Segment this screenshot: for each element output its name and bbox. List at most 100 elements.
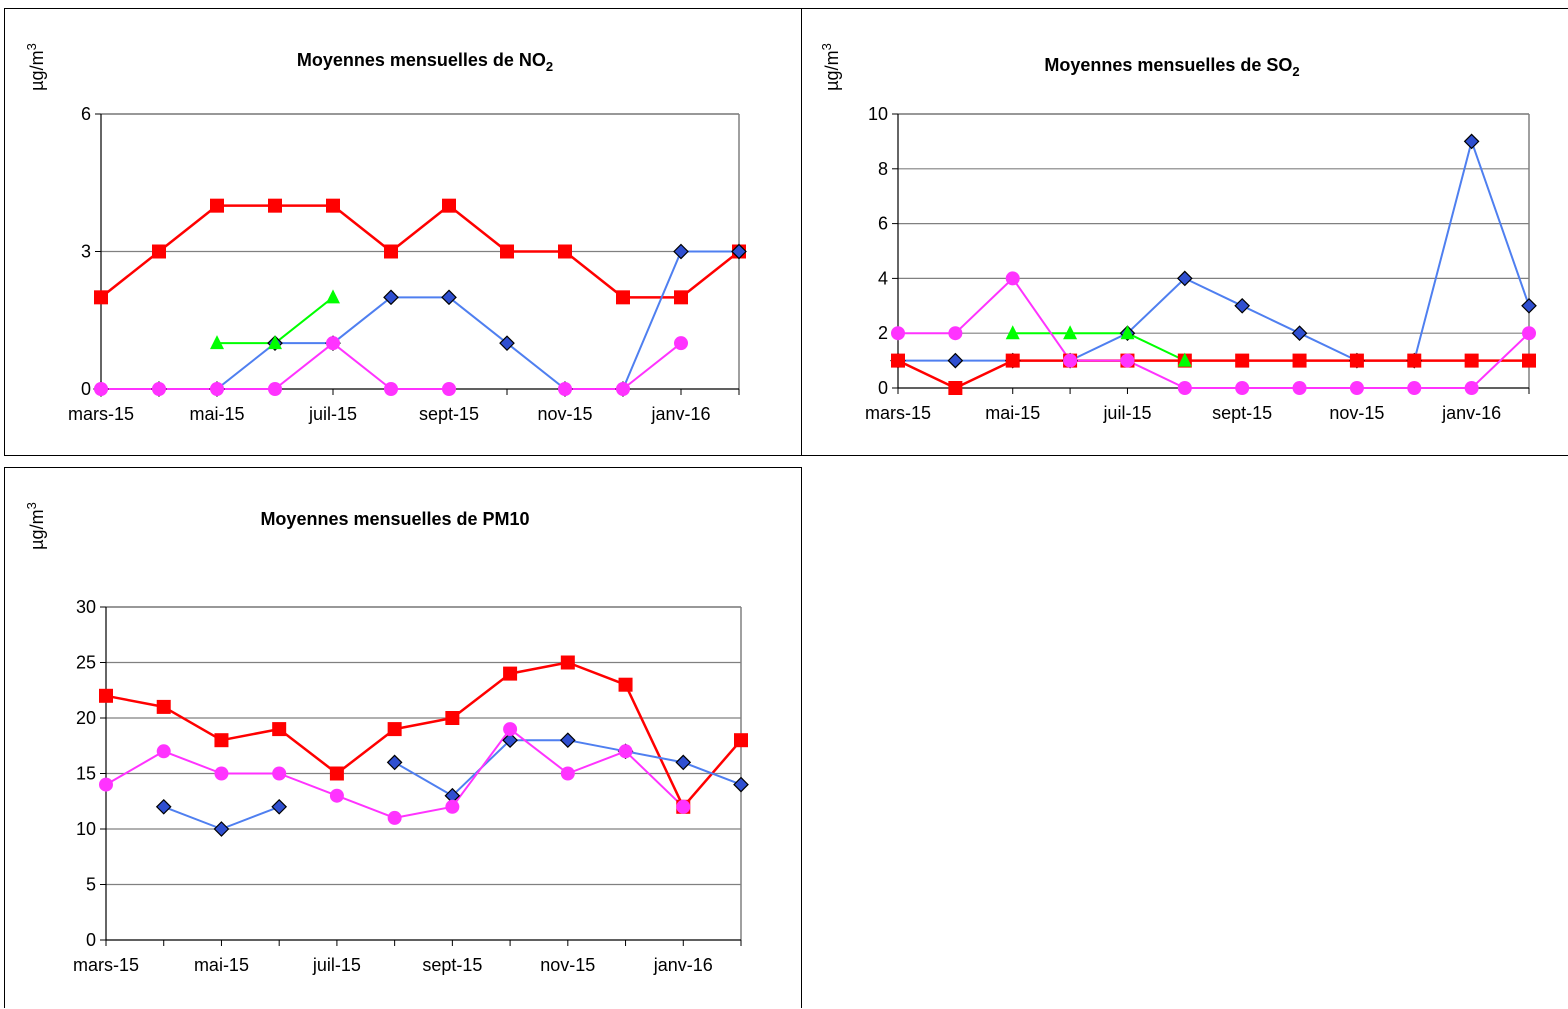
data-point-diamond <box>731 243 747 260</box>
y-tick-label: 25 <box>76 653 96 673</box>
series-line <box>100 204 740 299</box>
data-point-square <box>503 666 518 681</box>
data-point-circle <box>94 382 108 396</box>
data-point-circle <box>891 326 905 341</box>
data-point-square <box>156 699 171 714</box>
data-point-square <box>445 711 460 725</box>
y-tick-label: 0 <box>878 378 888 398</box>
data-point-circle <box>1120 353 1135 368</box>
data-point-circle <box>387 810 402 825</box>
data-point-square <box>616 290 630 305</box>
x-tick-label: mars-15 <box>865 403 931 423</box>
series-red-pm10 <box>105 661 742 809</box>
series-red-so2 <box>897 359 1529 390</box>
data-point-diamond <box>1291 325 1308 342</box>
data-point-square <box>558 244 572 259</box>
x-tick-label: sept-15 <box>419 404 479 424</box>
y-tick-label: 6 <box>81 104 91 124</box>
x-tick-label: sept-15 <box>422 955 482 975</box>
y-tick-label: 0 <box>81 379 91 399</box>
data-point-square <box>948 381 963 395</box>
data-point-square <box>1292 353 1307 368</box>
data-point-triangle <box>1063 325 1078 340</box>
chart-so2: Moyennes mensuelles de SO2 µg/m3 0 2 4 6 8 10 ma… <box>819 43 1537 423</box>
data-point-circle <box>1177 381 1192 395</box>
data-point-triangle <box>268 335 282 350</box>
data-point-circle <box>1464 381 1479 395</box>
x-tick-label: mai-15 <box>985 403 1040 423</box>
x-tick-label: janv-16 <box>1441 403 1501 423</box>
x-tick-label: mai-15 <box>189 404 244 424</box>
y-tick-label: 30 <box>76 597 96 617</box>
data-point-square <box>152 244 166 259</box>
data-point-square <box>214 733 229 748</box>
chart-title: Moyennes mensuelles de PM10 <box>260 509 529 529</box>
chart-panel-no2: Moyennes mensuelles de NO2 µg/m3 0 3 6 mars-1… <box>4 8 802 456</box>
series-blue-so2 <box>898 140 1530 362</box>
chart-title: Moyennes mensuelles de NO2 <box>297 50 553 74</box>
data-point-circle <box>268 382 282 396</box>
data-point-circle <box>1235 381 1250 395</box>
data-point-diamond <box>559 732 576 749</box>
data-point-diamond <box>947 352 964 369</box>
data-point-circle <box>156 744 171 759</box>
data-point-square <box>500 244 514 259</box>
data-point-circle <box>503 722 518 737</box>
data-point-square <box>1349 353 1364 368</box>
data-point-circle <box>1292 381 1307 395</box>
y-tick-label: 10 <box>76 819 96 839</box>
series-green-so2 <box>1012 332 1186 362</box>
data-point-diamond <box>1176 270 1193 287</box>
data-point-diamond <box>155 798 172 815</box>
data-point-circle <box>1522 326 1536 341</box>
data-point-square <box>272 722 287 737</box>
data-point-circle <box>616 382 630 396</box>
data-point-square <box>1464 353 1479 368</box>
y-tick-label: 0 <box>86 930 96 950</box>
data-point-diamond <box>1463 133 1480 150</box>
y-tick-label: 2 <box>878 323 888 343</box>
data-point-triangle <box>326 289 340 304</box>
data-point-triangle <box>210 335 224 350</box>
data-point-square <box>387 722 402 737</box>
series-line <box>898 140 1530 362</box>
markers-green-no2 <box>210 289 340 350</box>
data-point-circle <box>558 382 572 396</box>
x-tick-label: juil-15 <box>312 955 361 975</box>
data-point-square <box>384 244 398 259</box>
data-point-square <box>442 198 456 213</box>
data-point-diamond <box>383 289 399 306</box>
x-tick-label: mai-15 <box>194 955 249 975</box>
data-point-circle <box>674 336 688 351</box>
x-tick-label: sept-15 <box>1212 403 1272 423</box>
data-point-diamond <box>675 754 692 771</box>
y-tick-label: 4 <box>878 268 888 288</box>
data-point-circle <box>210 382 224 396</box>
data-point-circle <box>1407 381 1422 395</box>
markers-magenta-no2 <box>94 336 688 396</box>
series-magenta-so2 <box>898 277 1530 389</box>
chart-title: Moyennes mensuelles de SO2 <box>1044 55 1299 79</box>
y-unit-label: µg/m3 <box>24 502 47 550</box>
data-point-diamond <box>733 776 749 793</box>
y-tick-label: 3 <box>81 242 91 262</box>
chart-panel-so2: Moyennes mensuelles de SO2 µg/m3 0 2 4 6 8 10 ma… <box>801 8 1568 456</box>
x-tick-label: janv-16 <box>653 955 713 975</box>
data-point-circle <box>99 777 113 792</box>
data-point-square <box>1522 353 1536 368</box>
data-point-diamond <box>441 289 457 306</box>
data-point-diamond <box>499 335 515 352</box>
data-point-square <box>618 677 633 692</box>
data-point-diamond <box>271 798 288 815</box>
data-point-square <box>329 766 344 781</box>
data-point-triangle <box>1120 325 1135 340</box>
chart-panel-pm10: Moyennes mensuelles de PM10 µg/m3 0 5 10 15 20… <box>4 467 802 1008</box>
data-point-circle <box>326 336 340 351</box>
markers-red-pm10 <box>99 655 748 814</box>
data-point-square <box>1005 353 1020 368</box>
data-point-diamond <box>1234 297 1251 314</box>
x-tick-label: janv-16 <box>650 404 710 424</box>
data-point-circle <box>1005 271 1020 286</box>
data-point-circle <box>560 766 575 781</box>
x-tick-label: mars-15 <box>73 955 139 975</box>
